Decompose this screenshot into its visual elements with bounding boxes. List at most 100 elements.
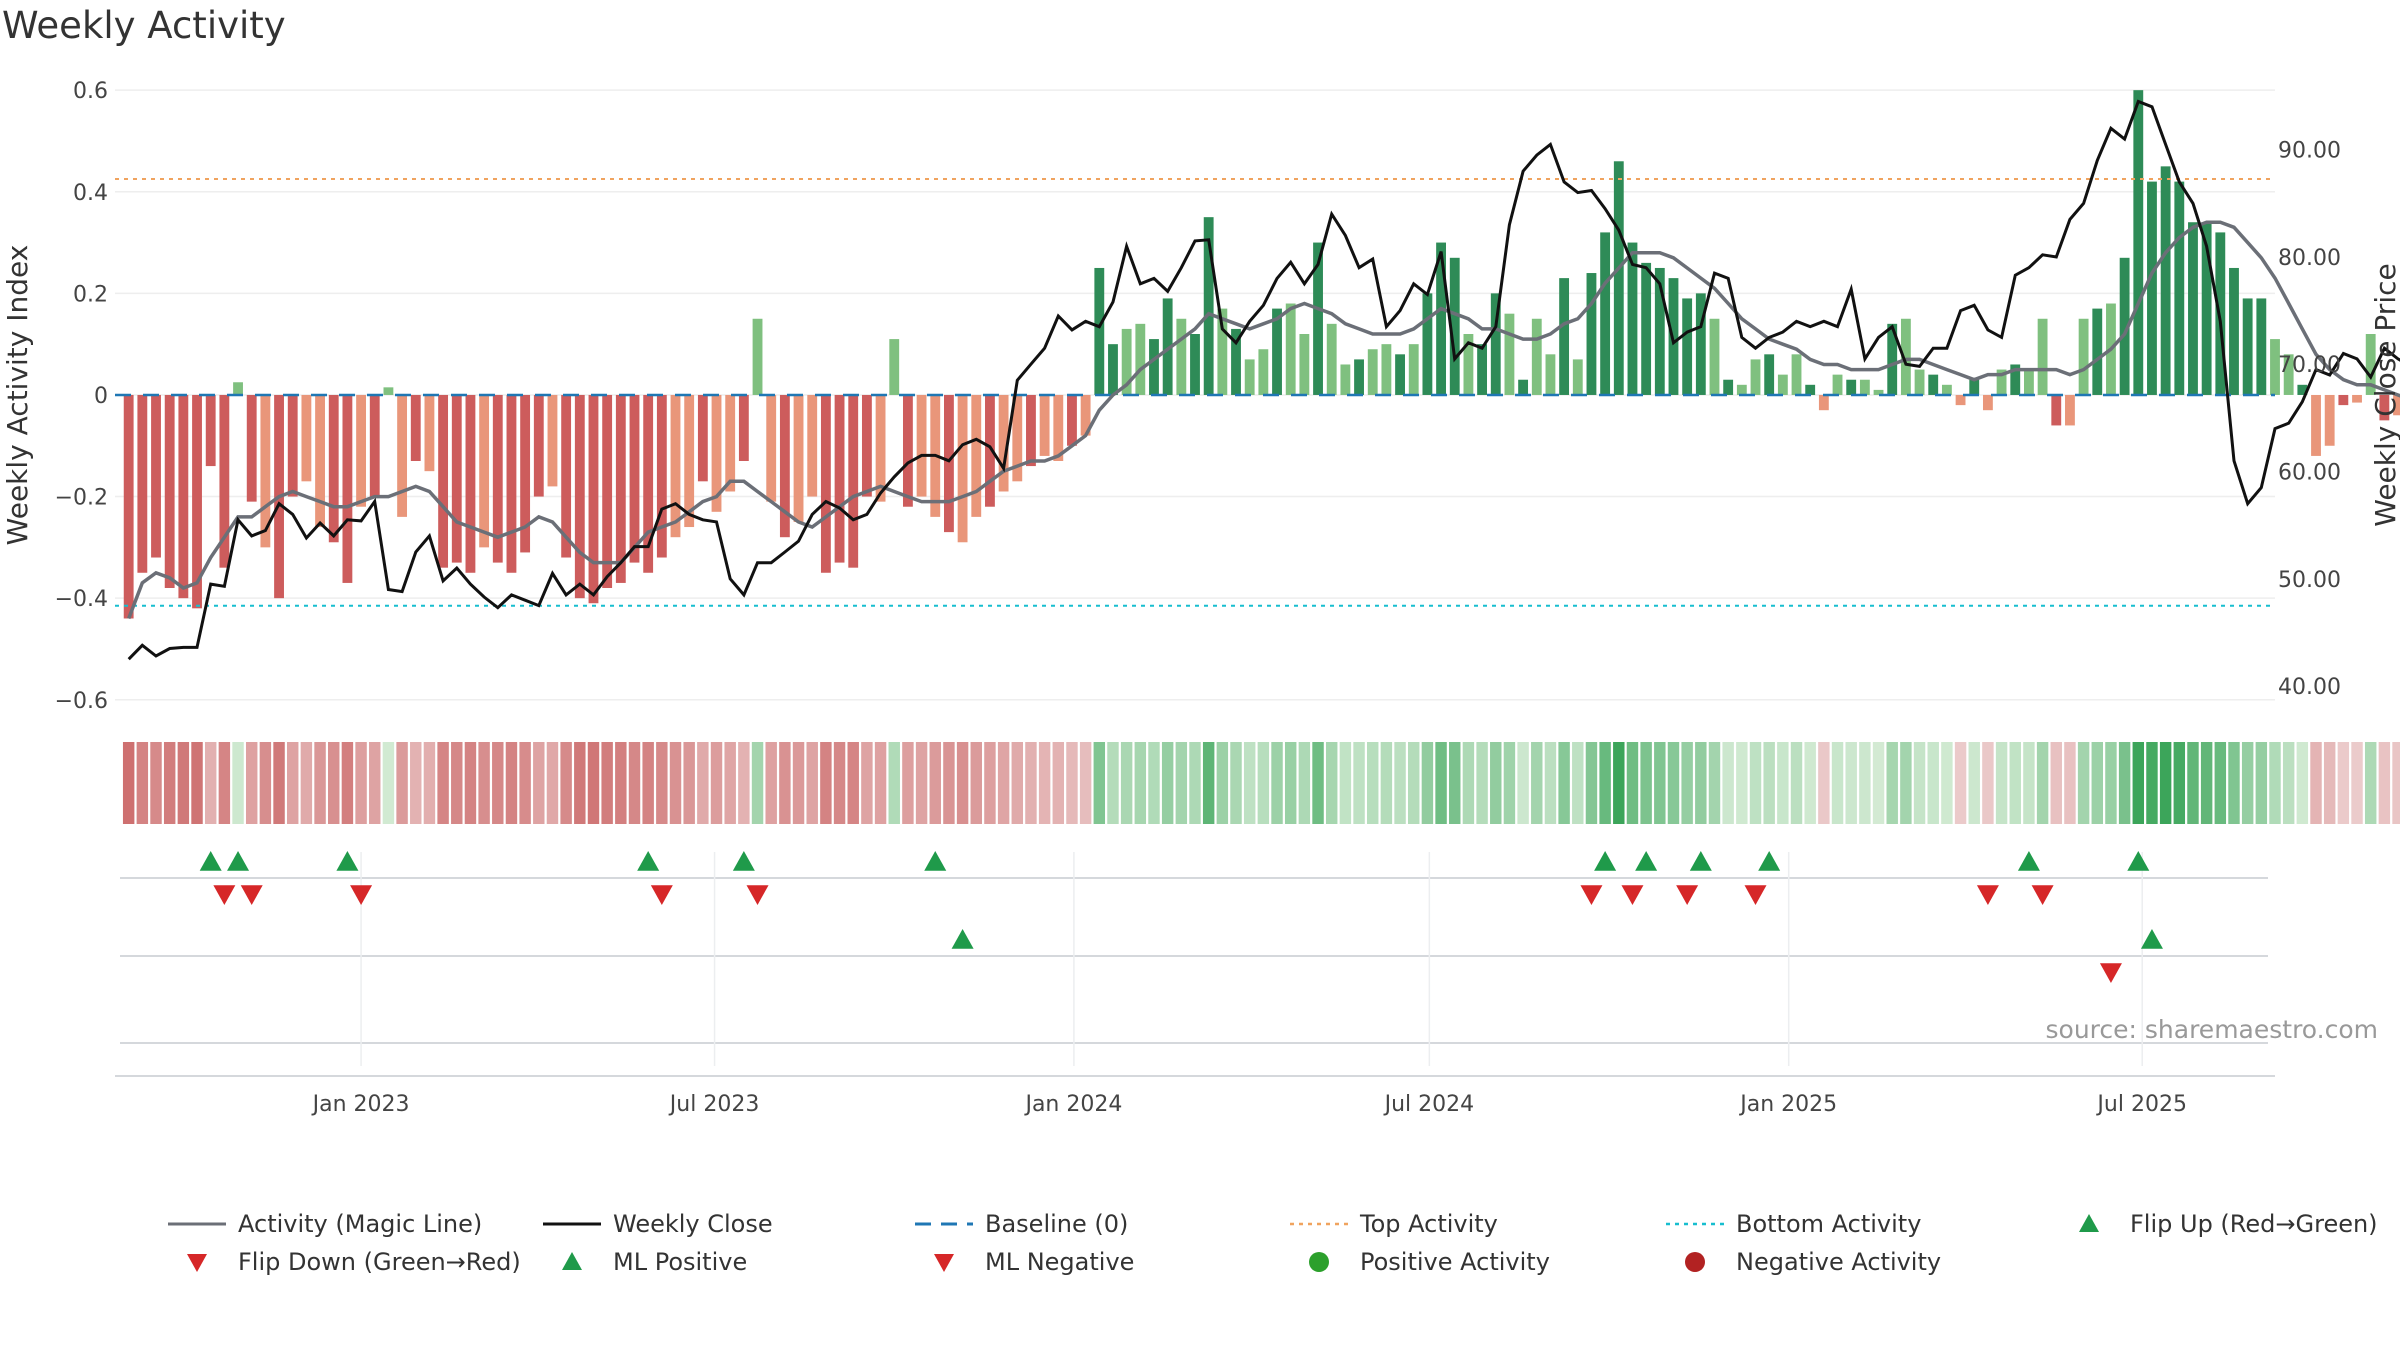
legend-item: Top Activity [1290, 1210, 1498, 1238]
heat-strip-cell [1695, 742, 1707, 824]
x-tick-label: Jul 2025 [2095, 1092, 2187, 1117]
heat-strip-cell [1736, 742, 1748, 824]
heat-strip-cell [2118, 742, 2131, 824]
heat-strip-cell [1572, 742, 1584, 824]
activity-bar [1231, 328, 1241, 395]
heat-strip-cell [956, 742, 969, 824]
heat-strip-cell [2050, 742, 2062, 824]
heat-strip-cell [1900, 742, 1912, 824]
flip-down-marker [1976, 885, 1999, 905]
activity-bar [2174, 181, 2185, 395]
heat-strip-cell [984, 742, 996, 824]
activity-bar [1627, 242, 1638, 395]
activity-bar [2065, 394, 2075, 426]
heat-strip-cell [300, 742, 313, 824]
heat-strip-cell [1859, 742, 1871, 824]
y-right-tick-label: 90.00 [2278, 139, 2341, 164]
y-right-tick-label: 80.00 [2278, 246, 2341, 271]
activity-bar [1955, 394, 1966, 406]
legend-swatch [934, 1254, 954, 1272]
heat-strip-cell [382, 742, 395, 824]
heat-strip-cell [464, 742, 477, 824]
legend-item: ML Positive [562, 1248, 747, 1276]
activity-bar [998, 394, 1009, 492]
heat-strip-cell [1558, 742, 1570, 824]
legend-label: Baseline (0) [985, 1210, 1128, 1238]
y-right-tick-label: 60.00 [2278, 461, 2341, 486]
heat-strip-cell [1175, 742, 1188, 824]
activity-bar [342, 394, 353, 583]
activity-bar [807, 394, 818, 497]
heat-strip-cell [683, 742, 695, 824]
heat-strip-cell [1148, 742, 1160, 824]
activity-bar [2256, 298, 2267, 395]
activity-bar [1982, 394, 1993, 411]
flip-up-marker [2017, 851, 2040, 871]
activity-bar [1818, 394, 1829, 411]
activity-bar [1531, 318, 1542, 395]
activity-bar [137, 394, 148, 573]
heat-strip-cell [273, 742, 285, 824]
heat-strip-cell [314, 742, 326, 824]
activity-bar [2338, 394, 2349, 406]
heat-strip-cell [546, 742, 559, 824]
activity-bar [1969, 379, 1980, 395]
heat-strip-cell [2323, 742, 2336, 824]
flip-down-marker [1580, 885, 1603, 905]
activity-bar [2242, 298, 2253, 395]
activity-bar [1682, 298, 1693, 395]
y-tick-label: 0.6 [73, 79, 108, 104]
activity-bar [1108, 344, 1118, 395]
y-axis-right: 90.00 80.00 70.00 60.00 50.00 40.00 [2278, 139, 2341, 700]
activity-bar [1313, 242, 1323, 395]
heat-strip-cell [1749, 742, 1762, 824]
x-tick-label: Jan 2023 [311, 1092, 410, 1117]
y-axis-right-label: Weekly Close Price [2369, 263, 2400, 526]
flip-up-marker [2127, 851, 2150, 871]
heat-strip-cell [505, 742, 518, 824]
activity-bar [793, 394, 804, 522]
heat-strip-cell [1011, 742, 1023, 824]
activity-bar [1217, 308, 1228, 395]
chart-title: Weekly Activity [2, 4, 286, 47]
legend-swatch [2079, 1214, 2099, 1232]
activity-bar [1121, 328, 1132, 395]
flip-down-marker [2031, 885, 2054, 905]
flip-up-marker [732, 851, 755, 871]
heat-strip-cell [177, 742, 190, 824]
heat-strip-cell [1120, 742, 1133, 824]
legend-label: Flip Down (Green→Red) [238, 1248, 521, 1276]
activity-bar [684, 394, 695, 528]
activity-bar [1805, 384, 1816, 395]
heat-strip-cell [642, 742, 654, 824]
activity-bar [2160, 166, 2171, 395]
activity-bar [1777, 374, 1788, 395]
activity-bar [397, 394, 408, 517]
y-tick-label: −0.6 [55, 689, 108, 714]
heat-strip-cell [1613, 742, 1625, 824]
heat-strip-cell [738, 742, 750, 824]
x-tick-label: Jan 2024 [1023, 1092, 1122, 1117]
legend: Activity (Magic Line) Weekly Close Baselin… [168, 1210, 2378, 1276]
legend-label: Negative Activity [1736, 1248, 1941, 1276]
heat-strip-cell [587, 742, 600, 824]
heat-strip-cell [1298, 742, 1311, 824]
heat-strip-cell [997, 742, 1010, 824]
heat-strip-cell [410, 742, 422, 824]
activity-bar [1080, 394, 1091, 436]
activity-bar [533, 394, 544, 497]
activity-bar [1299, 334, 1310, 395]
activity-bar [1490, 293, 1501, 395]
flip-down-marker [240, 885, 263, 905]
activity-bar [438, 394, 449, 568]
activity-bar [2201, 222, 2212, 395]
activity-bar [205, 394, 216, 467]
heat-strip-cell [2159, 742, 2172, 824]
heat-strip-cell [1913, 742, 1926, 824]
heat-strip-cell [287, 742, 299, 824]
heat-strip-cell [1189, 742, 1201, 824]
activity-bar [123, 394, 134, 619]
heat-strip-cell [1599, 742, 1611, 824]
heat-strip-cell [2351, 742, 2363, 824]
activity-bar [1764, 354, 1775, 395]
